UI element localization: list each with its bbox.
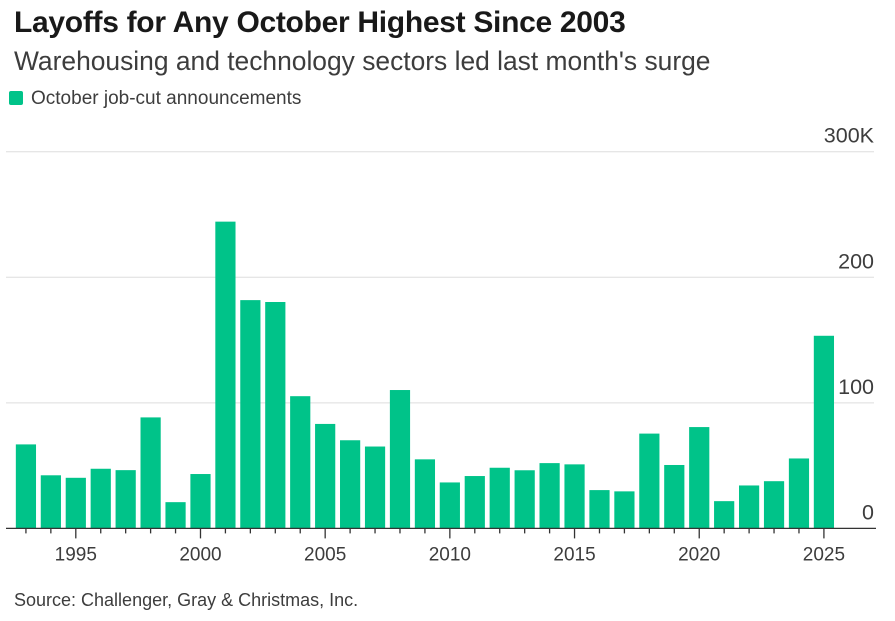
svg-text:2025: 2025 <box>803 544 845 565</box>
svg-text:2020: 2020 <box>678 544 720 565</box>
svg-text:2000: 2000 <box>179 544 221 565</box>
svg-text:2005: 2005 <box>304 544 346 565</box>
svg-text:200: 200 <box>838 249 874 273</box>
svg-text:2015: 2015 <box>553 544 595 565</box>
svg-text:300K: 300K <box>824 124 875 148</box>
svg-text:1995: 1995 <box>55 544 97 565</box>
svg-text:100: 100 <box>838 375 874 399</box>
svg-text:2010: 2010 <box>429 544 471 565</box>
svg-text:0: 0 <box>862 500 874 524</box>
